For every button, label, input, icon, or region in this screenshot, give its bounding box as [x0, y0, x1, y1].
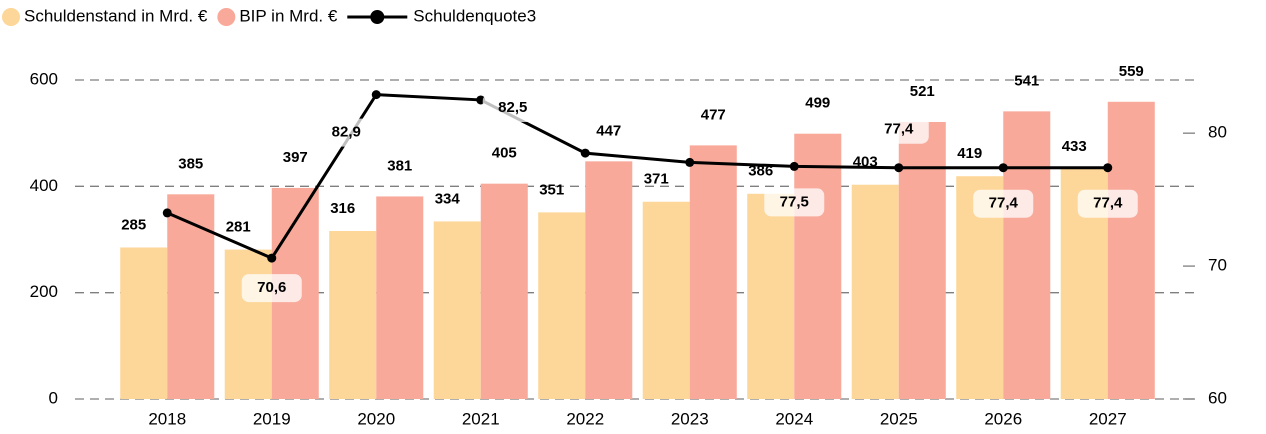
line-point [162, 208, 172, 218]
bar [167, 194, 215, 399]
line-point [789, 161, 799, 171]
bar [585, 161, 633, 399]
line-point [894, 163, 904, 173]
bar-label: 281 [226, 219, 251, 236]
legend-label: Schuldenquote3 [413, 6, 536, 25]
line-point [1103, 163, 1113, 173]
x-tick-label: 2018 [148, 409, 186, 428]
bar [120, 247, 168, 399]
legend-label: Schuldenstand in Mrd. € [24, 6, 208, 25]
x-tick-label: 2022 [566, 409, 604, 428]
line-point [998, 163, 1008, 173]
legend-swatch [2, 8, 20, 26]
label-box [868, 115, 929, 144]
bar [224, 249, 272, 399]
line-point [580, 148, 590, 158]
y-tick-label: 0 [49, 388, 58, 407]
bar-label: 316 [330, 200, 355, 217]
label-box [316, 118, 377, 147]
bar-label: 541 [1014, 72, 1039, 89]
bar [794, 133, 842, 399]
bar [1107, 101, 1155, 399]
line-label: 77,4 [1093, 195, 1123, 212]
bar [851, 184, 899, 399]
y2-tick-label: 60 [1208, 388, 1227, 407]
bar-label: 385 [178, 155, 203, 172]
line-label: 70,6 [257, 279, 286, 296]
legend-swatch [217, 8, 236, 26]
bar [538, 212, 586, 399]
bar [376, 196, 424, 399]
line-point [267, 253, 277, 263]
bar-label: 433 [1062, 138, 1087, 155]
x-tick-label: 2023 [671, 409, 709, 428]
x-tick-label: 2027 [1089, 409, 1127, 428]
bar-label: 386 [748, 163, 773, 180]
bar-label: 371 [644, 171, 669, 188]
y2-tick-label: 70 [1208, 256, 1227, 275]
bar-label: 405 [492, 145, 517, 162]
y-tick-label: 200 [30, 282, 58, 301]
y-tick-label: 400 [30, 176, 58, 195]
line-label: 82,5 [498, 99, 527, 116]
bar-label: 334 [435, 190, 461, 207]
y2-tick-label: 80 [1208, 123, 1227, 142]
bar [689, 145, 737, 399]
legend-marker [370, 10, 385, 24]
bar-label: 499 [805, 95, 830, 112]
label-box [764, 188, 825, 217]
bar [642, 201, 690, 399]
line [166, 93, 1108, 260]
line-label: 77,5 [780, 193, 809, 210]
bar-label: 397 [283, 149, 308, 166]
bar-label: 559 [1119, 63, 1144, 80]
bar [747, 193, 795, 399]
label-box [1077, 189, 1138, 218]
legend-label: BIP in Mrd. € [239, 6, 337, 25]
bar [433, 221, 481, 399]
y-tick-label: 600 [30, 69, 58, 88]
label-box [973, 189, 1034, 218]
x-tick-label: 2025 [880, 409, 918, 428]
label-box [482, 93, 543, 122]
x-tick-label: 2024 [775, 409, 813, 428]
x-tick-label: 2026 [984, 409, 1022, 428]
line-label: 77,4 [884, 121, 914, 138]
x-tick-label: 2021 [462, 409, 500, 428]
bar-label: 419 [957, 145, 982, 162]
bar-label: 521 [910, 83, 935, 100]
line-point [685, 157, 695, 167]
bar [480, 183, 528, 399]
bar-label: 351 [539, 181, 564, 198]
x-tick-label: 2019 [253, 409, 291, 428]
line-point [371, 90, 381, 100]
line-label: 82,9 [332, 124, 361, 141]
bar [898, 122, 946, 400]
label-box [241, 274, 302, 303]
x-tick-label: 2020 [357, 409, 395, 428]
bar-label: 477 [701, 106, 726, 123]
bar [329, 230, 377, 399]
bar-label: 447 [596, 122, 621, 139]
bar-label: 381 [387, 157, 412, 174]
bar-label: 285 [121, 216, 146, 233]
line-label: 77,4 [989, 195, 1019, 212]
bar [1003, 111, 1051, 399]
